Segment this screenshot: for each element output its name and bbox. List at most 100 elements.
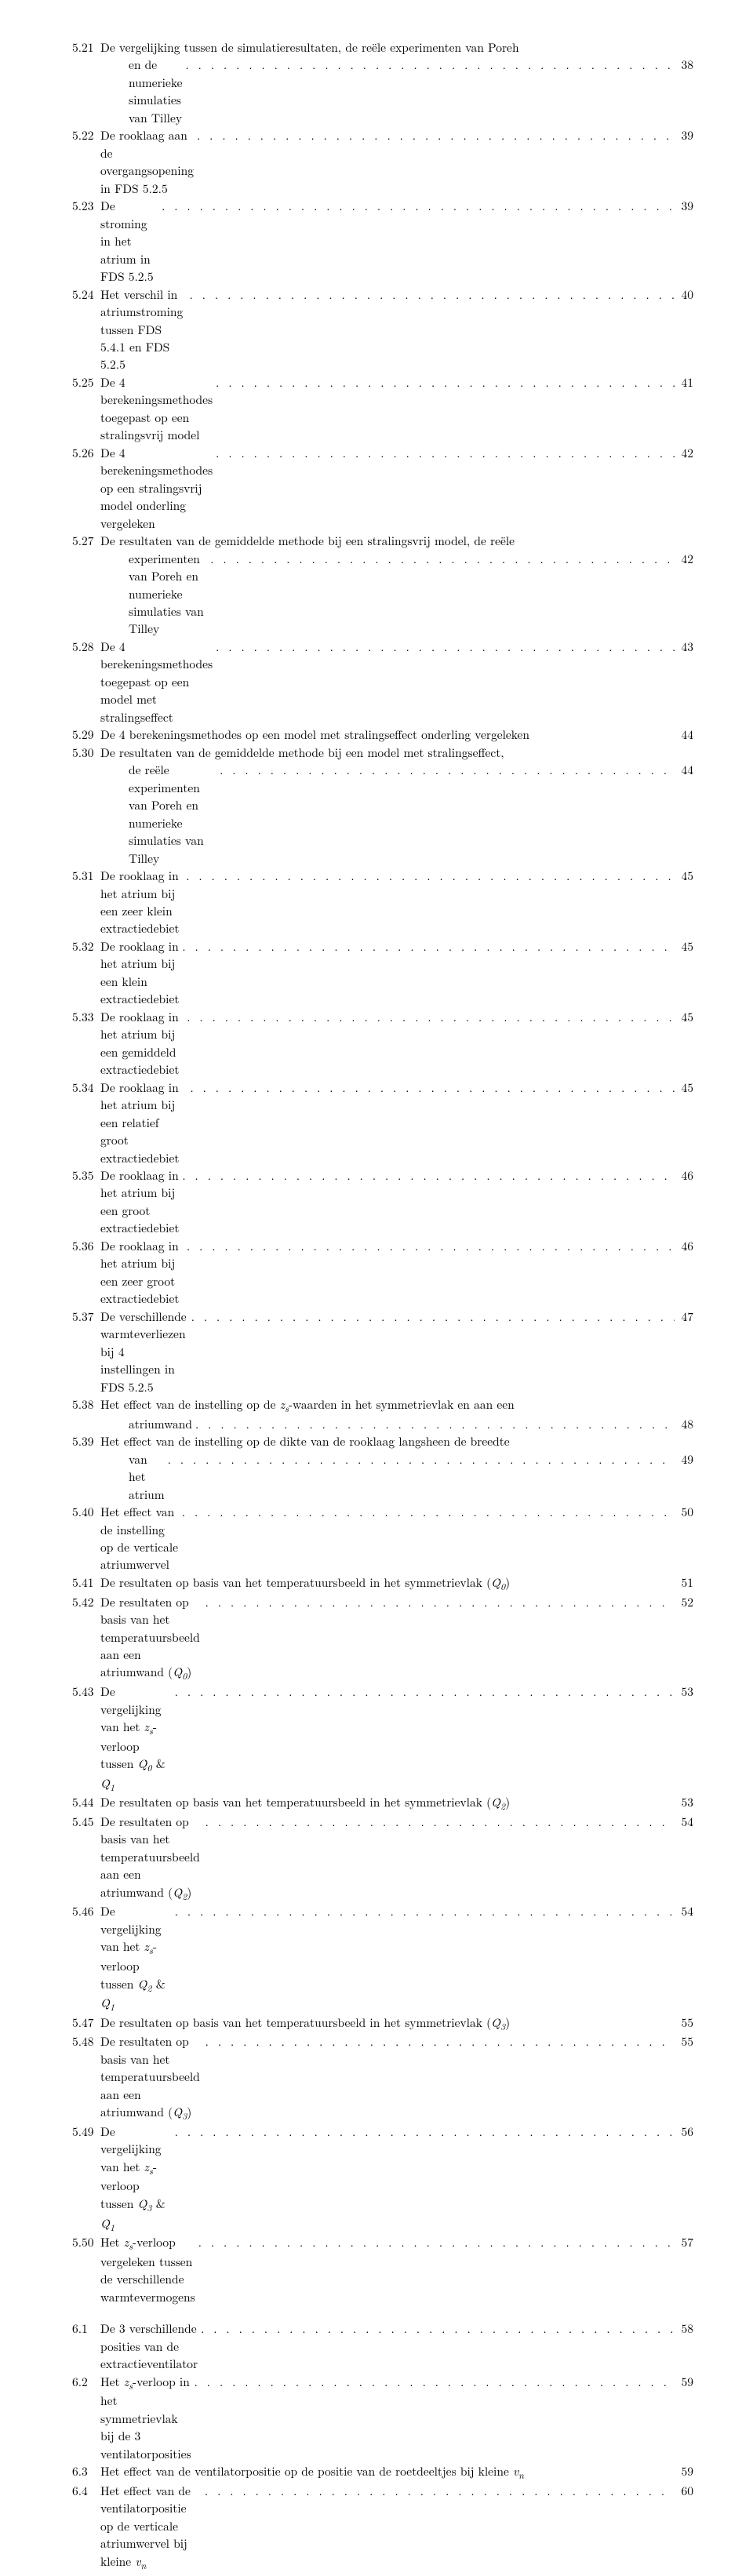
- toc-entry-continuation: atriumwand48: [72, 1416, 693, 1433]
- toc-entry: 5.37 De verschillende warmteverliezen bi…: [72, 1308, 693, 1396]
- entry-number: 5.46: [72, 1903, 100, 1920]
- entry-text: De rooklaag in het atrium bij een klein …: [100, 938, 179, 1009]
- entry-number: 5.37: [72, 1308, 100, 1326]
- leader-dots: [187, 1079, 675, 1097]
- leader-dots: [202, 2033, 675, 2050]
- entry-page: 42: [675, 551, 693, 568]
- entry-page: 40: [675, 286, 693, 304]
- entry-number: 5.32: [72, 938, 100, 955]
- entry-page: 38: [675, 56, 693, 74]
- toc-entry: 5.27 De resultaten van de gemiddelde met…: [72, 533, 693, 550]
- entry-text: De rooklaag in het atrium bij een groot …: [100, 1167, 179, 1238]
- entry-page: 56: [675, 2123, 693, 2141]
- entry-page: 57: [675, 2234, 693, 2251]
- toc-entry: 5.21 De vergelijking tussen de simulatie…: [72, 39, 693, 56]
- entry-page: 55: [675, 2014, 693, 2032]
- leader-dots: [198, 2320, 675, 2338]
- entry-number: 5.26: [72, 445, 100, 462]
- entry-text: de reële experimenten van Poreh en numer…: [129, 762, 216, 868]
- entry-text: De resultaten op basis van het temperatu…: [100, 2033, 202, 2123]
- entry-text: De resultaten op basis van het temperatu…: [100, 1794, 510, 1814]
- leader-dots: [194, 127, 675, 144]
- entry-page: 39: [675, 127, 693, 144]
- toc-entry: 6.4 Het effect van de ventilatorpositie …: [72, 2483, 693, 2573]
- entry-page: 44: [675, 762, 693, 779]
- entry-page: 60: [675, 2572, 693, 2576]
- entry-number: 5.24: [72, 286, 100, 304]
- entry-number: 5.31: [72, 868, 100, 885]
- toc-entry: 5.28 De 4 berekeningsmethodes toegepast …: [72, 639, 693, 726]
- leader-dots: [183, 56, 675, 74]
- entry-page: 59: [675, 2374, 693, 2391]
- toc-entry: 5.26 De 4 berekeningsmethodes op een str…: [72, 445, 693, 533]
- toc-entry: 5.50 Het zs-verloop vergeleken tussen de…: [72, 2234, 693, 2306]
- entry-text: De rooklaag in het atrium bij een relati…: [100, 1079, 187, 1167]
- entry-text: Het effect van de instelling op de verti…: [100, 1504, 179, 1574]
- entry-page: 50: [675, 1504, 693, 1521]
- toc-group: 5.21 De vergelijking tussen de simulatie…: [72, 39, 693, 2306]
- entry-number: 5.25: [72, 374, 100, 391]
- entry-number: 5.29: [72, 726, 100, 744]
- entry-text: De stroming in het atrium in FDS 5.2.5: [100, 198, 158, 286]
- toc-group: 6.1 De 3 verschillende posities van de e…: [72, 2320, 693, 2576]
- entry-page: 42: [675, 445, 693, 462]
- entry-text: De 4 berekeningsmethodes op een straling…: [100, 445, 213, 533]
- entry-text: Het effect van de ventilatorpositie op d…: [100, 2463, 524, 2483]
- entry-text: Het effect van de ventilatorpositie op d…: [100, 2572, 517, 2576]
- toc-entry: 5.25 De 4 berekeningsmethodes toegepast …: [72, 374, 693, 445]
- entry-number: 6.1: [72, 2320, 100, 2338]
- entry-number: 5.34: [72, 1079, 100, 1097]
- entry-text: Het zs-verloop in het symmetrievlak bij …: [100, 2374, 191, 2464]
- entry-text: De rooklaag in het atrium bij een zeer g…: [100, 1238, 184, 1308]
- toc-entry: 6.2 Het zs-verloop in het symmetrievlak …: [72, 2374, 693, 2464]
- toc-entry: 5.31 De rooklaag in het atrium bij een z…: [72, 868, 693, 938]
- toc-entry: 5.30 De resultaten van de gemiddelde met…: [72, 744, 693, 762]
- entry-page: 53: [675, 1794, 693, 1811]
- toc-entry: 5.36 De rooklaag in het atrium bij een z…: [72, 1238, 693, 1308]
- entry-number: 5.41: [72, 1574, 100, 1592]
- entry-text: De rooklaag aan de overgangsopening in F…: [100, 127, 194, 198]
- toc-entry: 5.47 De resultaten op basis van het temp…: [72, 2014, 693, 2034]
- entry-number: 5.49: [72, 2123, 100, 2141]
- entry-text: De vergelijking tussen de simulatieresul…: [100, 39, 519, 56]
- entry-page: 45: [675, 1009, 693, 1026]
- leader-dots: [207, 551, 675, 568]
- leader-dots: [183, 868, 675, 885]
- entry-number: 5.50: [72, 2234, 100, 2251]
- entry-number: 5.42: [72, 1594, 100, 1611]
- entry-text: en de numerieke simulaties van Tilley: [129, 56, 183, 127]
- leader-dots: [187, 286, 675, 304]
- leader-dots: [202, 1814, 675, 1831]
- entry-text: De resultaten van de gemiddelde methode …: [100, 533, 515, 550]
- entry-page: 52: [675, 1594, 693, 1611]
- leader-dots: [184, 1238, 675, 1255]
- entry-number: 6.5: [72, 2572, 100, 2576]
- leader-dots: [202, 1594, 675, 1611]
- entry-text: atriumwand: [129, 1416, 192, 1433]
- entry-number: 6.3: [72, 2463, 100, 2480]
- entry-number: 6.4: [72, 2483, 100, 2500]
- leader-dots: [179, 938, 675, 955]
- entry-text: Het zs-verloop vergeleken tussen de vers…: [100, 2234, 195, 2306]
- entry-number: 5.38: [72, 1396, 100, 1414]
- leader-dots: [202, 2483, 675, 2500]
- entry-text: De vergelijking van het zs-verloop tusse…: [100, 1683, 172, 1794]
- entry-number: 5.22: [72, 127, 100, 144]
- entry-number: 6.2: [72, 2374, 100, 2391]
- entry-page: 46: [675, 1238, 693, 1255]
- entry-number: 5.45: [72, 1814, 100, 1831]
- entry-page: 39: [675, 198, 693, 215]
- entry-page: 43: [675, 639, 693, 656]
- entry-page: 44: [675, 726, 693, 744]
- toc-entry-continuation: de reële experimenten van Poreh en numer…: [72, 762, 693, 868]
- toc-entry: 5.39 Het effect van de instelling op de …: [72, 1433, 693, 1450]
- toc-entry-continuation: en de numerieke simulaties van Tilley 38: [72, 56, 693, 127]
- entry-page: 60: [675, 2483, 693, 2500]
- entry-text: De resultaten van de gemiddelde methode …: [100, 744, 504, 762]
- leader-dots: [216, 762, 675, 779]
- toc-entry: 5.33 De rooklaag in het atrium bij een g…: [72, 1009, 693, 1079]
- entry-text: De 4 berekeningsmethodes toegepast op ee…: [100, 374, 213, 445]
- leader-dots: [195, 2234, 675, 2251]
- entry-page: 55: [675, 2033, 693, 2050]
- toc-entry: 5.38 Het effect van de instelling op de …: [72, 1396, 693, 1416]
